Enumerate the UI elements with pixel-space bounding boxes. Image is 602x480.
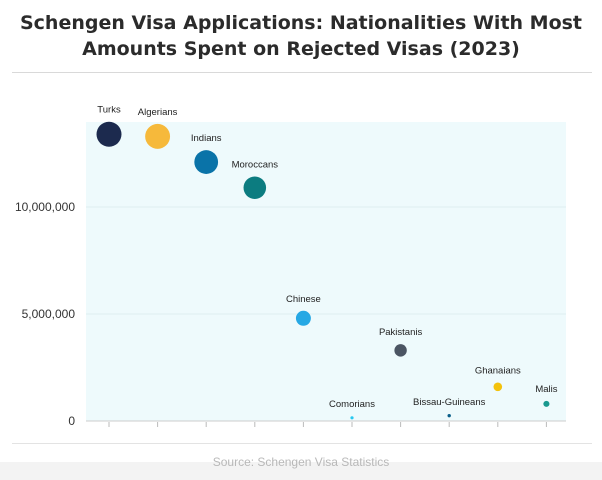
x-axis-ticks bbox=[108, 422, 547, 427]
data-point bbox=[493, 382, 503, 392]
source-note: Source: Schengen Visa Statistics bbox=[212, 455, 390, 469]
point-label: Bissau-Guineans bbox=[413, 397, 486, 408]
point-label: Moroccans bbox=[232, 159, 279, 170]
data-point bbox=[96, 121, 122, 147]
data-point bbox=[350, 416, 354, 420]
point-label: Malis bbox=[535, 384, 557, 395]
chart-title: Schengen Visa Applications: Nationalitie… bbox=[19, 12, 583, 60]
scatter-chart: 0 5,000,000 10,000,000 Turks Algerians India… bbox=[15, 105, 566, 428]
y-axis-ticks: 0 5,000,000 10,000,000 bbox=[15, 200, 75, 428]
data-point bbox=[145, 123, 171, 149]
title-divider bbox=[12, 72, 592, 73]
gridlines bbox=[86, 206, 566, 422]
footer-band bbox=[0, 462, 602, 480]
bottom-divider bbox=[12, 443, 592, 444]
point-label: Ghanaians bbox=[475, 365, 521, 376]
data-point bbox=[394, 344, 407, 357]
data-point bbox=[194, 150, 219, 174]
point-label: Algerians bbox=[138, 107, 178, 118]
y-tick-label: 0 bbox=[68, 414, 75, 428]
point-label: Chinese bbox=[286, 294, 321, 305]
y-tick-label: 5,000,000 bbox=[22, 307, 76, 321]
point-label: Pakistanis bbox=[379, 327, 423, 338]
plot-area bbox=[86, 122, 566, 421]
data-point bbox=[447, 413, 451, 418]
point-label: Turks bbox=[97, 105, 121, 116]
y-tick-label: 10,000,000 bbox=[15, 200, 75, 214]
data-point bbox=[243, 176, 267, 200]
data-points: Turks Algerians Indians Moroccans Chinese Com… bbox=[96, 105, 558, 420]
point-label: Comorians bbox=[329, 399, 375, 410]
data-point bbox=[295, 310, 311, 326]
point-label: Indians bbox=[191, 133, 222, 144]
data-point bbox=[543, 400, 550, 407]
